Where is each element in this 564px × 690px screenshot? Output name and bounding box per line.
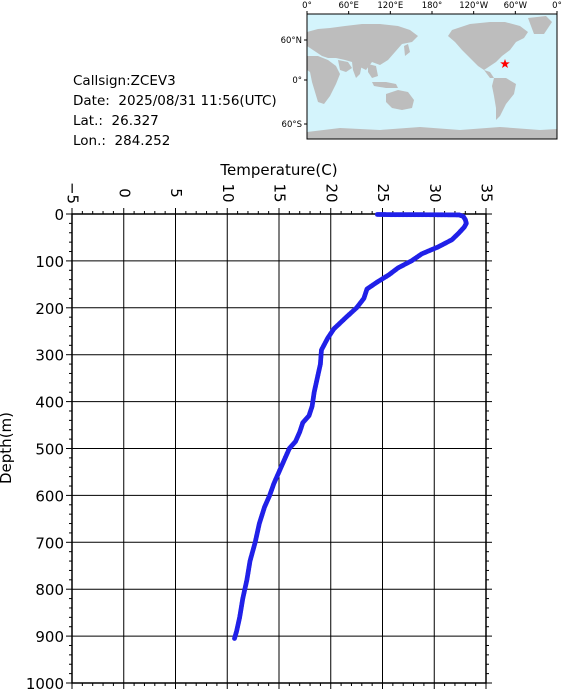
- y-tick-label: 400: [35, 394, 64, 412]
- x-tick-labels: −5 0 5 10 15 20 25 30 35: [64, 182, 496, 204]
- date-text: Date: 2025/08/31 11:56(UTC): [73, 93, 277, 109]
- se-asia-landmass: [368, 64, 378, 78]
- arabia-landmass: [338, 60, 352, 72]
- y-tick-label: 700: [35, 534, 64, 552]
- x-tick-label: 25: [374, 183, 392, 202]
- y-tick-label: 200: [35, 300, 64, 318]
- chart-grid: [71, 213, 487, 684]
- map-lon-label: 0°: [302, 1, 312, 11]
- callsign-text: Callsign:ZCEV3: [73, 73, 176, 89]
- map-lon-label: 120°W: [459, 1, 488, 11]
- map-labels: 0° 60°E 120°E 180° 120°W 60°W 0° 60°N 0° 60°S: [281, 1, 562, 130]
- map-lon-label: 60°W: [504, 1, 528, 11]
- y-tick-label: 800: [35, 581, 64, 599]
- y-tick-label: 300: [35, 347, 64, 365]
- longitude-text: Lon.: 284.252: [73, 133, 171, 149]
- y-tick-label: 500: [35, 441, 64, 459]
- map-lat-label: 0°: [292, 76, 302, 86]
- y-tick-label: 1000: [26, 675, 64, 690]
- map-lat-label: 60°N: [281, 36, 302, 46]
- latitude-text: Lat.: 26.327: [73, 113, 159, 129]
- y-tick-label: 600: [35, 487, 64, 505]
- star-icon: [500, 59, 510, 68]
- antarctica-landmass: [307, 127, 557, 139]
- map-lon-label: 0°: [552, 1, 562, 11]
- x-tick-label: 0: [115, 188, 133, 198]
- north-america-landmass: [448, 22, 528, 70]
- x-tick-label: 5: [167, 188, 185, 198]
- map-lon-label: 180°: [422, 1, 442, 11]
- australia-landmass: [386, 90, 414, 110]
- indonesia-landmass: [372, 82, 398, 88]
- y-tick-label: 0: [54, 206, 64, 224]
- africa-landmass: [307, 56, 340, 104]
- x-tick-label: 10: [219, 183, 237, 202]
- x-tick-label: −5: [64, 182, 82, 204]
- map-lon-label: 120°E: [377, 1, 403, 11]
- india-landmass: [352, 62, 362, 78]
- y-axis-label: Depth(m): [0, 412, 15, 484]
- south-america-landmass: [492, 78, 516, 120]
- map-land: [307, 16, 557, 139]
- profile-series: [232, 212, 469, 641]
- x-tick-label: 20: [322, 183, 340, 202]
- japan-landmass: [404, 44, 410, 56]
- map-lat-label: 60°S: [282, 120, 302, 130]
- x-tick-label: 30: [426, 183, 444, 202]
- eurasia-landmass: [307, 24, 418, 70]
- central-america-landmass: [484, 70, 494, 78]
- x-tick-label: 35: [478, 183, 496, 202]
- minor-ticks: [66, 208, 492, 689]
- y-tick-label: 100: [35, 253, 64, 271]
- y-tick-labels: 0 100 200 300 400 500 600 700 800 900 1000: [26, 206, 64, 690]
- greenland-landmass: [528, 16, 552, 34]
- map-lon-label: 60°E: [338, 1, 358, 11]
- y-tick-label: 900: [35, 628, 64, 646]
- x-tick-label: 15: [271, 183, 289, 202]
- station-info: Callsign:ZCEV3 Date: 2025/08/31 11:56(UT…: [73, 71, 277, 151]
- profile-point: [232, 636, 237, 641]
- location-map: 0° 60°E 120°E 180° 120°W 60°W 0° 60°N 0° 60°S: [281, 1, 562, 140]
- x-axis-label: Temperature(C): [219, 161, 337, 179]
